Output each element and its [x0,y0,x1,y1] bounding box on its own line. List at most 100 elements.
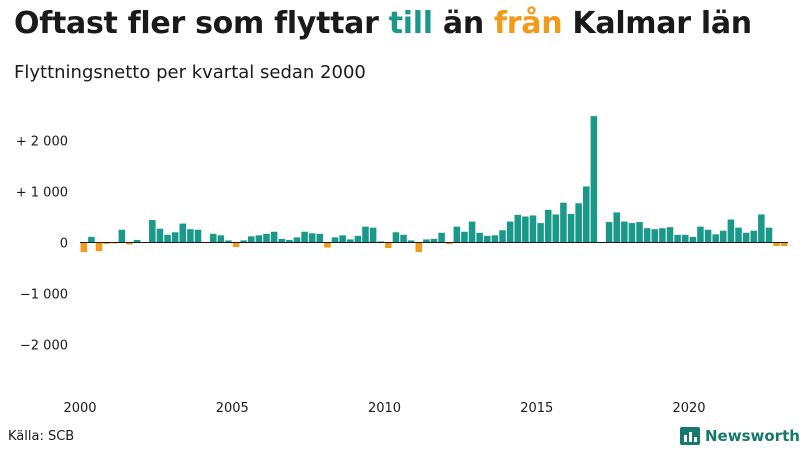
title-part-1: Oftast fler som flyttar [14,6,389,41]
bar [118,229,126,243]
bar [529,215,537,243]
bar [590,116,598,243]
bar [293,237,301,243]
bar [666,227,674,243]
bar [727,219,735,243]
source-note: Källa: SCB [8,429,75,444]
bar [522,216,529,243]
bar [659,228,666,243]
bar [255,235,263,243]
bar [735,227,742,243]
bar [567,213,575,243]
bar [712,234,719,243]
bar [544,209,552,243]
bar [95,242,103,252]
bar [392,232,400,243]
title-part-3: Kalmar län [562,6,752,41]
bar [552,214,560,243]
bar [286,239,293,243]
logo-text: Newsworthy [705,427,800,445]
bar [674,234,681,243]
bar [88,236,95,243]
bar [179,223,187,243]
bar [537,223,544,243]
bar [438,232,445,243]
bar-series [80,116,788,253]
bar [187,229,194,243]
bar [780,242,788,247]
bar [742,232,750,243]
x-tick-label: 2000 [63,401,96,416]
bar [369,227,377,243]
bar [605,222,613,243]
bar [385,242,392,249]
x-tick-label: 2015 [520,401,553,416]
bar [324,242,331,248]
bar [491,235,499,243]
y-tick-label: 0 [60,236,68,251]
x-tick-label: 2005 [216,401,249,416]
bar [80,242,88,253]
bar [331,237,339,243]
bar [750,230,758,243]
bar [133,239,141,243]
bar [613,212,620,243]
bar [263,233,270,243]
bar-chart: + 2 000 + 1 000 0 −1 000 −2 000 2000 2005 2010… [16,116,788,416]
bar [346,239,354,243]
bar [225,240,232,243]
x-axis: 2000 2005 2010 2015 2020 [63,401,705,416]
bar [415,242,423,253]
bar [171,232,179,243]
y-axis: + 2 000 + 1 000 0 −1 000 −2 000 [16,135,68,354]
bar [476,232,483,243]
bar [514,214,522,243]
bar [232,242,240,248]
bar [301,231,308,243]
bar [362,226,369,243]
bar [270,231,278,243]
bar [248,236,255,243]
bar [149,220,156,243]
bar [681,234,689,243]
bar [461,231,468,243]
bar [560,202,567,243]
bar [423,239,430,243]
bar [209,233,217,243]
bar [758,214,765,243]
bar [636,222,643,243]
title-part-2: än [432,6,495,41]
bar [407,240,415,243]
x-tick-label: 2020 [672,401,705,416]
bar [164,234,171,243]
bar [628,223,636,243]
bar [339,235,346,243]
bar [621,221,628,243]
bar [217,235,225,243]
bar [582,186,590,243]
bar [643,228,651,243]
bar [651,229,659,243]
logo-icon [680,427,700,445]
y-tick-label: + 1 000 [16,186,68,201]
bar [506,221,514,243]
bar [773,242,780,247]
bar [354,235,362,243]
bar [430,238,438,243]
y-tick-label: + 2 000 [16,135,68,150]
bar [400,234,407,243]
newsworthy-logo: Newsworthy [680,427,800,445]
bar [704,229,712,243]
bar [103,242,110,244]
y-tick-label: −2 000 [20,338,68,353]
bar [308,233,316,243]
bar [377,241,384,243]
bar [468,221,476,243]
bar [194,229,202,243]
bar [499,230,506,243]
title-word-till: till [388,6,433,41]
bar [126,242,133,245]
bar [484,235,491,243]
bar [445,242,453,244]
bar [278,238,286,243]
